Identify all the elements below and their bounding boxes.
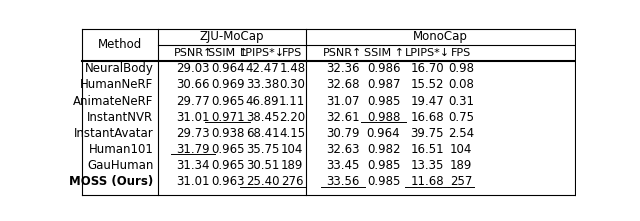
Text: FPS: FPS — [282, 48, 303, 58]
Text: 31.01: 31.01 — [177, 111, 210, 124]
Text: InstantNVR: InstantNVR — [87, 111, 154, 124]
Text: 1.11: 1.11 — [279, 95, 305, 108]
Text: 0.985: 0.985 — [367, 175, 400, 188]
Text: 0.964: 0.964 — [367, 127, 401, 140]
Text: 0.985: 0.985 — [367, 159, 400, 172]
Text: 33.45: 33.45 — [326, 159, 360, 172]
Text: 35.75: 35.75 — [246, 143, 279, 156]
Text: 2.54: 2.54 — [448, 127, 474, 140]
Text: Method: Method — [99, 38, 143, 51]
Text: 29.73: 29.73 — [176, 127, 210, 140]
Text: 33.38: 33.38 — [246, 78, 279, 91]
Text: 0.982: 0.982 — [367, 143, 400, 156]
Text: GauHuman: GauHuman — [87, 159, 154, 172]
Text: 0.98: 0.98 — [448, 62, 474, 75]
Text: MOSS (Ours): MOSS (Ours) — [69, 175, 154, 188]
Text: NeuralBody: NeuralBody — [84, 62, 154, 75]
Text: 4.15: 4.15 — [279, 127, 305, 140]
Text: 0.30: 0.30 — [279, 78, 305, 91]
Text: MonoCap: MonoCap — [413, 30, 468, 43]
Text: 104: 104 — [450, 143, 472, 156]
Text: InstantAvatar: InstantAvatar — [74, 127, 154, 140]
Text: 31.01: 31.01 — [177, 175, 210, 188]
Text: 31.34: 31.34 — [177, 159, 210, 172]
Text: 16.70: 16.70 — [410, 62, 444, 75]
Text: 29.77: 29.77 — [176, 95, 210, 108]
Text: 0.985: 0.985 — [367, 95, 400, 108]
Text: 39.75: 39.75 — [410, 127, 444, 140]
Text: 11.68: 11.68 — [410, 175, 444, 188]
Text: 189: 189 — [281, 159, 303, 172]
Text: FPS: FPS — [451, 48, 471, 58]
Text: 16.51: 16.51 — [410, 143, 444, 156]
Text: 32.63: 32.63 — [326, 143, 360, 156]
Text: 16.68: 16.68 — [410, 111, 444, 124]
Text: 2.20: 2.20 — [279, 111, 305, 124]
Text: 104: 104 — [281, 143, 303, 156]
Text: 31.79: 31.79 — [176, 143, 210, 156]
Text: 257: 257 — [450, 175, 472, 188]
Text: 0.986: 0.986 — [367, 62, 400, 75]
Text: 0.969: 0.969 — [211, 78, 244, 91]
Text: 33.56: 33.56 — [326, 175, 360, 188]
Text: PSNR↑: PSNR↑ — [173, 48, 212, 58]
Text: 19.47: 19.47 — [410, 95, 444, 108]
Text: 0.965: 0.965 — [211, 159, 244, 172]
Text: 0.964: 0.964 — [211, 62, 244, 75]
Text: SSIM ↑: SSIM ↑ — [208, 48, 248, 58]
Text: 30.79: 30.79 — [326, 127, 360, 140]
Text: 0.971: 0.971 — [211, 111, 244, 124]
Text: AnimateNeRF: AnimateNeRF — [73, 95, 154, 108]
Text: 189: 189 — [450, 159, 472, 172]
Text: ZJU-MoCap: ZJU-MoCap — [200, 30, 264, 43]
Text: SSIM ↑: SSIM ↑ — [364, 48, 404, 58]
Text: LPIPS*↓: LPIPS*↓ — [240, 48, 285, 58]
Text: 25.40: 25.40 — [246, 175, 279, 188]
Text: 68.41: 68.41 — [246, 127, 279, 140]
Text: LPIPS*↓: LPIPS*↓ — [404, 48, 450, 58]
Text: 276: 276 — [281, 175, 303, 188]
Text: 32.61: 32.61 — [326, 111, 360, 124]
Text: 38.45: 38.45 — [246, 111, 279, 124]
Text: 42.47: 42.47 — [246, 62, 280, 75]
Text: 0.988: 0.988 — [367, 111, 400, 124]
Text: 13.35: 13.35 — [410, 159, 444, 172]
Text: 31.07: 31.07 — [326, 95, 360, 108]
Text: 29.03: 29.03 — [177, 62, 210, 75]
Text: 0.31: 0.31 — [448, 95, 474, 108]
Text: 0.75: 0.75 — [448, 111, 474, 124]
Text: HumanNeRF: HumanNeRF — [80, 78, 154, 91]
Text: 0.987: 0.987 — [367, 78, 400, 91]
Text: 30.66: 30.66 — [177, 78, 210, 91]
Text: 0.965: 0.965 — [211, 95, 244, 108]
Text: 32.68: 32.68 — [326, 78, 360, 91]
Text: Human101: Human101 — [88, 143, 154, 156]
Text: 46.89: 46.89 — [246, 95, 279, 108]
Text: 0.08: 0.08 — [448, 78, 474, 91]
Text: PSNR↑: PSNR↑ — [323, 48, 363, 58]
Text: 0.965: 0.965 — [211, 143, 244, 156]
Text: 0.963: 0.963 — [211, 175, 244, 188]
Text: 15.52: 15.52 — [410, 78, 444, 91]
Text: 30.51: 30.51 — [246, 159, 279, 172]
Text: 32.36: 32.36 — [326, 62, 360, 75]
Text: 1.48: 1.48 — [279, 62, 305, 75]
Text: 0.938: 0.938 — [211, 127, 244, 140]
